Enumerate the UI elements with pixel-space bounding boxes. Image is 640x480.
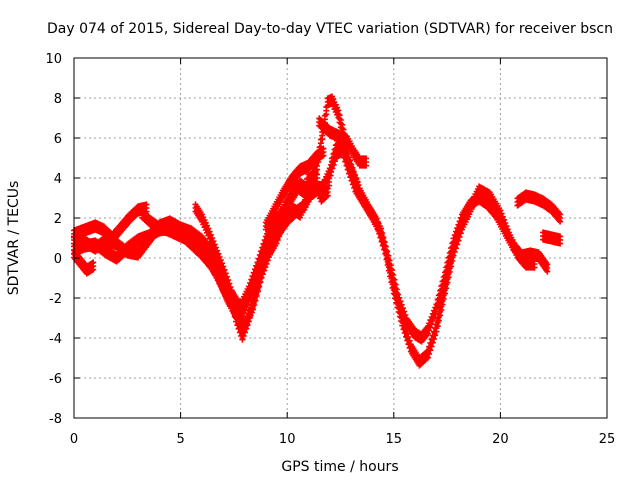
- y-tick-label: 4: [54, 172, 62, 187]
- series-arc-5: [139, 161, 320, 333]
- x-tick-label: 20: [492, 432, 509, 447]
- series-arc-10: [540, 229, 564, 247]
- y-tick-label: -8: [49, 412, 62, 427]
- y-tick-label: -4: [49, 332, 62, 347]
- y-tick-label: 0: [54, 252, 62, 267]
- x-tick-label: 5: [176, 432, 184, 447]
- data-marks: [262, 145, 327, 233]
- x-tick-label: 25: [599, 432, 616, 447]
- x-axis-title: GPS time / hours: [281, 459, 398, 475]
- series-arc-9: [514, 189, 564, 225]
- data-marks: [316, 115, 370, 169]
- y-tick-label: -6: [49, 372, 62, 387]
- chart-title: Day 074 of 2015, Sidereal Day-to-day VTE…: [47, 21, 613, 37]
- y-tick-label: 8: [54, 92, 62, 107]
- x-tick-label: 0: [70, 432, 78, 447]
- axes: 0 5 10 15 20 25 -8 -6 -4 -2 0 2 4 6 8 10: [45, 52, 615, 447]
- y-tick-label: 2: [54, 212, 62, 227]
- data-marks: [192, 93, 361, 315]
- data-marks: [139, 161, 320, 333]
- y-tick-label: 6: [54, 132, 62, 147]
- plot-frame: [73, 57, 608, 419]
- series-arc-8: [262, 145, 327, 233]
- data-marks: [514, 189, 564, 225]
- series-arc-7: [316, 115, 370, 169]
- data-marks: [540, 229, 564, 247]
- x-tick-label: 15: [386, 432, 403, 447]
- y-tick-label: 10: [45, 52, 62, 67]
- series-arc-6: [192, 93, 361, 315]
- y-tick-label: -2: [49, 292, 62, 307]
- x-tick-label: 10: [279, 432, 296, 447]
- data-points: [71, 93, 564, 369]
- y-axis-title: SDTVAR / TECUs: [6, 181, 22, 296]
